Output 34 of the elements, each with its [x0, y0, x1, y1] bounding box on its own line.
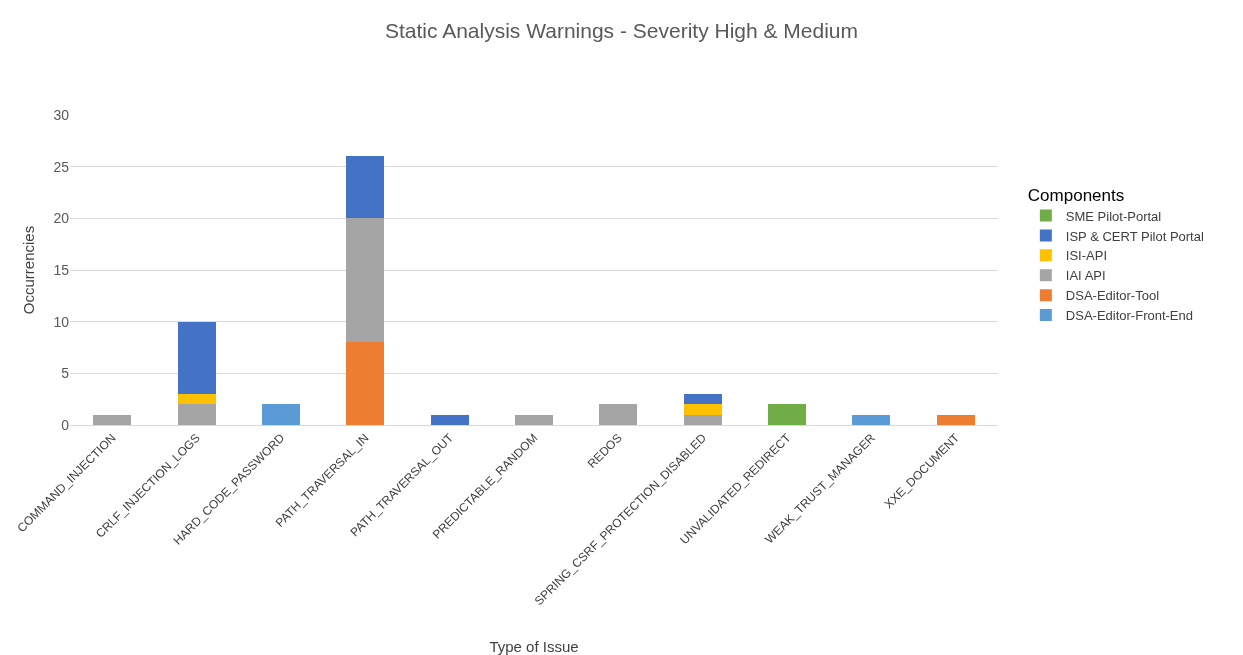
bar	[515, 414, 553, 425]
bar	[177, 394, 216, 405]
bar	[346, 218, 385, 343]
x-axis-title: Type of Issue	[489, 638, 579, 655]
bar	[346, 342, 385, 425]
y-tick-label: 0	[61, 416, 70, 433]
y-tick-label: 20	[53, 210, 70, 227]
bar	[261, 404, 300, 425]
legend-label: DSA-Editor-Tool	[1065, 288, 1160, 304]
bar	[683, 414, 722, 425]
legend-title: Components	[1027, 185, 1125, 205]
bar	[177, 404, 216, 425]
y-axis-title: Occurrencies	[19, 225, 37, 315]
y-tick-label: 30	[53, 106, 70, 123]
bar	[936, 414, 975, 425]
bar	[683, 404, 722, 415]
bar	[93, 414, 132, 425]
y-tick-label: 25	[53, 158, 70, 175]
bar	[768, 404, 807, 425]
bar	[852, 414, 891, 425]
y-tick-label: 5	[61, 365, 70, 382]
bar	[430, 414, 469, 425]
legend-label: DSA-Editor-Front-End	[1065, 308, 1193, 324]
bar	[683, 394, 722, 405]
legend-label: IAI API	[1065, 268, 1106, 284]
bar	[177, 321, 216, 394]
bar	[346, 156, 385, 219]
legend-label: ISP & CERT Pilot Portal	[1065, 228, 1204, 244]
y-tick-label: 10	[53, 313, 70, 330]
y-tick-label: 15	[53, 261, 70, 278]
chart-title: Static Analysis Warnings - Severity High & Medium	[384, 18, 859, 42]
legend-label: SME Pilot-Portal	[1065, 208, 1162, 224]
legend-label: ISI-API	[1065, 248, 1108, 264]
bar	[599, 404, 638, 425]
